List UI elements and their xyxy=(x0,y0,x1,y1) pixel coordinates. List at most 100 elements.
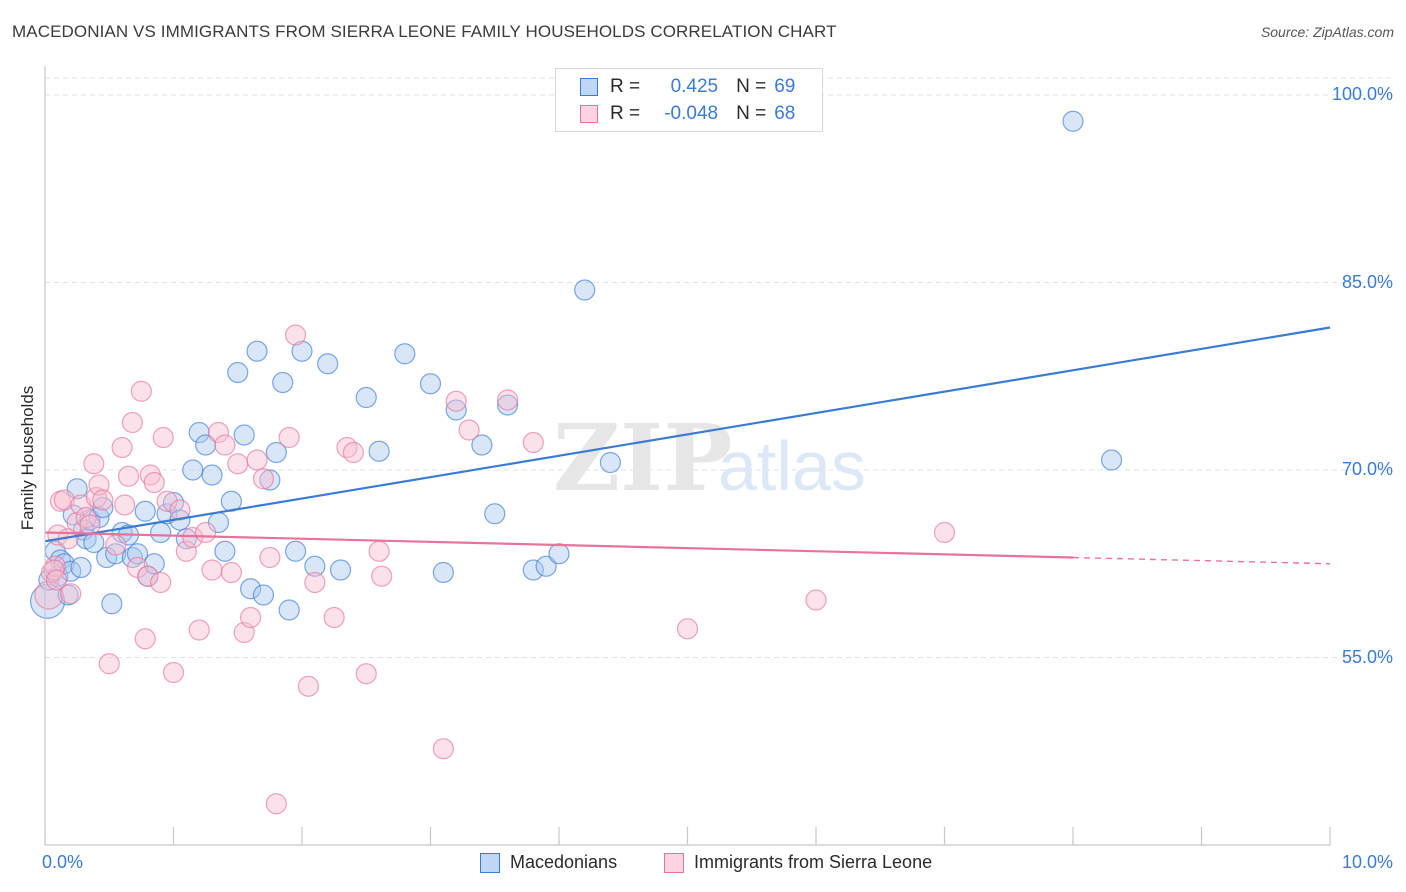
data-point-macedonians xyxy=(329,559,352,581)
data-point-macedonians xyxy=(227,361,249,384)
data-point-sierra-leone xyxy=(676,618,699,640)
data-point-macedonians xyxy=(1100,449,1123,471)
data-point-sierra-leone xyxy=(227,453,249,475)
legend-r-label: R = xyxy=(610,103,641,124)
data-point-macedonians xyxy=(355,386,377,409)
data-point-sierra-leone xyxy=(111,436,133,459)
data-point-sierra-leone xyxy=(297,675,320,697)
y-axis-label: Family Households xyxy=(18,385,37,531)
data-point-sierra-leone xyxy=(342,441,364,464)
data-point-sierra-leone xyxy=(137,565,159,587)
data-point-macedonians xyxy=(265,441,287,464)
data-point-macedonians xyxy=(291,340,313,362)
data-point-sierra-leone xyxy=(182,526,204,549)
data-point-sierra-leone xyxy=(114,494,136,516)
data-point-macedonians xyxy=(445,399,467,421)
data-point-macedonians xyxy=(419,373,442,395)
data-point-sierra-leone xyxy=(188,619,210,641)
data-point-sierra-leone xyxy=(432,738,454,760)
data-point-sierra-leone xyxy=(246,449,268,471)
legend-swatch-sierra-leone xyxy=(580,105,598,123)
data-point-sierra-leone xyxy=(152,426,174,449)
legend-row-sierra-leone: R = -0.048 N = 68 xyxy=(580,101,795,127)
data-point-macedonians xyxy=(522,559,544,581)
trend-line-sierra-leone xyxy=(44,531,1074,559)
bottom-legend-macedonians: Macedonians xyxy=(480,852,617,873)
data-point-sierra-leone xyxy=(252,468,275,490)
bottom-legend-sierra-leone: Immigrants from Sierra Leone xyxy=(664,852,932,873)
data-point-macedonians xyxy=(156,503,178,525)
data-point-sierra-leone xyxy=(130,380,152,402)
data-point-macedonians xyxy=(368,440,390,462)
data-point-sierra-leone xyxy=(284,324,307,346)
legend-r-value-macedonians: 0.425 xyxy=(670,76,719,97)
data-point-sierra-leone xyxy=(162,661,185,684)
data-point-sierra-leone xyxy=(79,514,101,536)
data-point-sierra-leone xyxy=(105,534,127,556)
data-point-sierra-leone xyxy=(45,569,68,591)
data-point-sierra-leone xyxy=(92,489,114,511)
data-point-sierra-leone xyxy=(445,390,467,412)
data-point-macedonians xyxy=(70,556,92,579)
data-point-macedonians xyxy=(278,599,300,621)
data-point-sierra-leone xyxy=(805,589,827,611)
data-point-sierra-leone xyxy=(60,583,82,605)
data-point-sierra-leone xyxy=(117,465,140,487)
watermark-zip: ZIP xyxy=(553,404,732,512)
data-point-macedonians xyxy=(92,496,114,519)
data-point-sierra-leone xyxy=(98,653,120,675)
legend-r-value-sierra-leone: -0.048 xyxy=(664,103,719,124)
trend-line-macedonians xyxy=(44,326,1331,543)
bottom-legend-label-macedonians: Macedonians xyxy=(510,852,618,872)
data-point-macedonians xyxy=(188,421,210,444)
data-point-sierra-leone xyxy=(371,565,393,587)
data-point-sierra-leone xyxy=(34,580,64,610)
data-point-macedonians xyxy=(240,578,262,600)
legend-r-label: R = xyxy=(610,76,641,97)
data-point-sierra-leone xyxy=(150,571,172,594)
data-point-macedonians xyxy=(182,459,204,481)
data-point-macedonians xyxy=(394,343,416,365)
data-point-sierra-leone xyxy=(83,453,105,475)
legend-n-value-sierra-leone: 68 xyxy=(774,103,796,124)
legend: R = 0.425 N = 69 R = -0.048 N = 68 xyxy=(555,68,823,132)
data-point-macedonians xyxy=(150,521,172,544)
data-point-sierra-leone xyxy=(143,471,165,494)
data-point-sierra-leone xyxy=(175,540,197,562)
y-tick-label: 85.0% xyxy=(1341,271,1393,292)
bottom-legend-label-sierra-leone: Immigrants from Sierra Leone xyxy=(694,852,933,872)
data-point-sierra-leone xyxy=(497,389,519,411)
data-point-macedonians xyxy=(201,464,223,486)
data-point-sierra-leone xyxy=(195,521,217,544)
data-point-macedonians xyxy=(143,553,165,575)
legend-n-value-macedonians: 69 xyxy=(774,76,796,97)
y-tick-label: 55.0% xyxy=(1341,646,1393,667)
data-point-sierra-leone xyxy=(207,421,230,444)
data-point-macedonians xyxy=(317,353,339,375)
data-point-macedonians xyxy=(471,434,493,456)
data-point-sierra-leone xyxy=(323,606,345,629)
data-point-macedonians xyxy=(432,561,454,584)
data-point-sierra-leone xyxy=(121,411,143,434)
data-point-macedonians xyxy=(101,593,123,615)
legend-n-label: N = xyxy=(736,76,767,97)
data-point-macedonians xyxy=(574,279,596,301)
data-point-macedonians xyxy=(233,424,255,446)
data-point-sierra-leone xyxy=(278,426,300,449)
data-point-macedonians xyxy=(548,543,570,565)
data-point-sierra-leone xyxy=(70,494,92,516)
y-tick-label: 70.0% xyxy=(1341,459,1393,479)
bottom-legend-swatch-sierra-leone xyxy=(664,852,684,873)
data-point-macedonians xyxy=(214,540,236,562)
data-point-macedonians xyxy=(272,371,294,394)
bottom-legend-swatch-macedonians xyxy=(480,852,500,873)
chart-title: MACEDONIAN VS IMMIGRANTS FROM SIERRA LEO… xyxy=(12,22,837,41)
chart-source: Source: ZipAtlas.com xyxy=(1260,24,1394,40)
data-point-sierra-leone xyxy=(169,499,191,521)
legend-row-macedonians: R = 0.425 N = 69 xyxy=(580,74,795,100)
data-point-sierra-leone xyxy=(53,489,75,511)
data-point-macedonians xyxy=(105,543,127,565)
data-point-sierra-leone xyxy=(240,606,262,629)
trend-line-sierra-leone-dashed xyxy=(1072,556,1331,565)
